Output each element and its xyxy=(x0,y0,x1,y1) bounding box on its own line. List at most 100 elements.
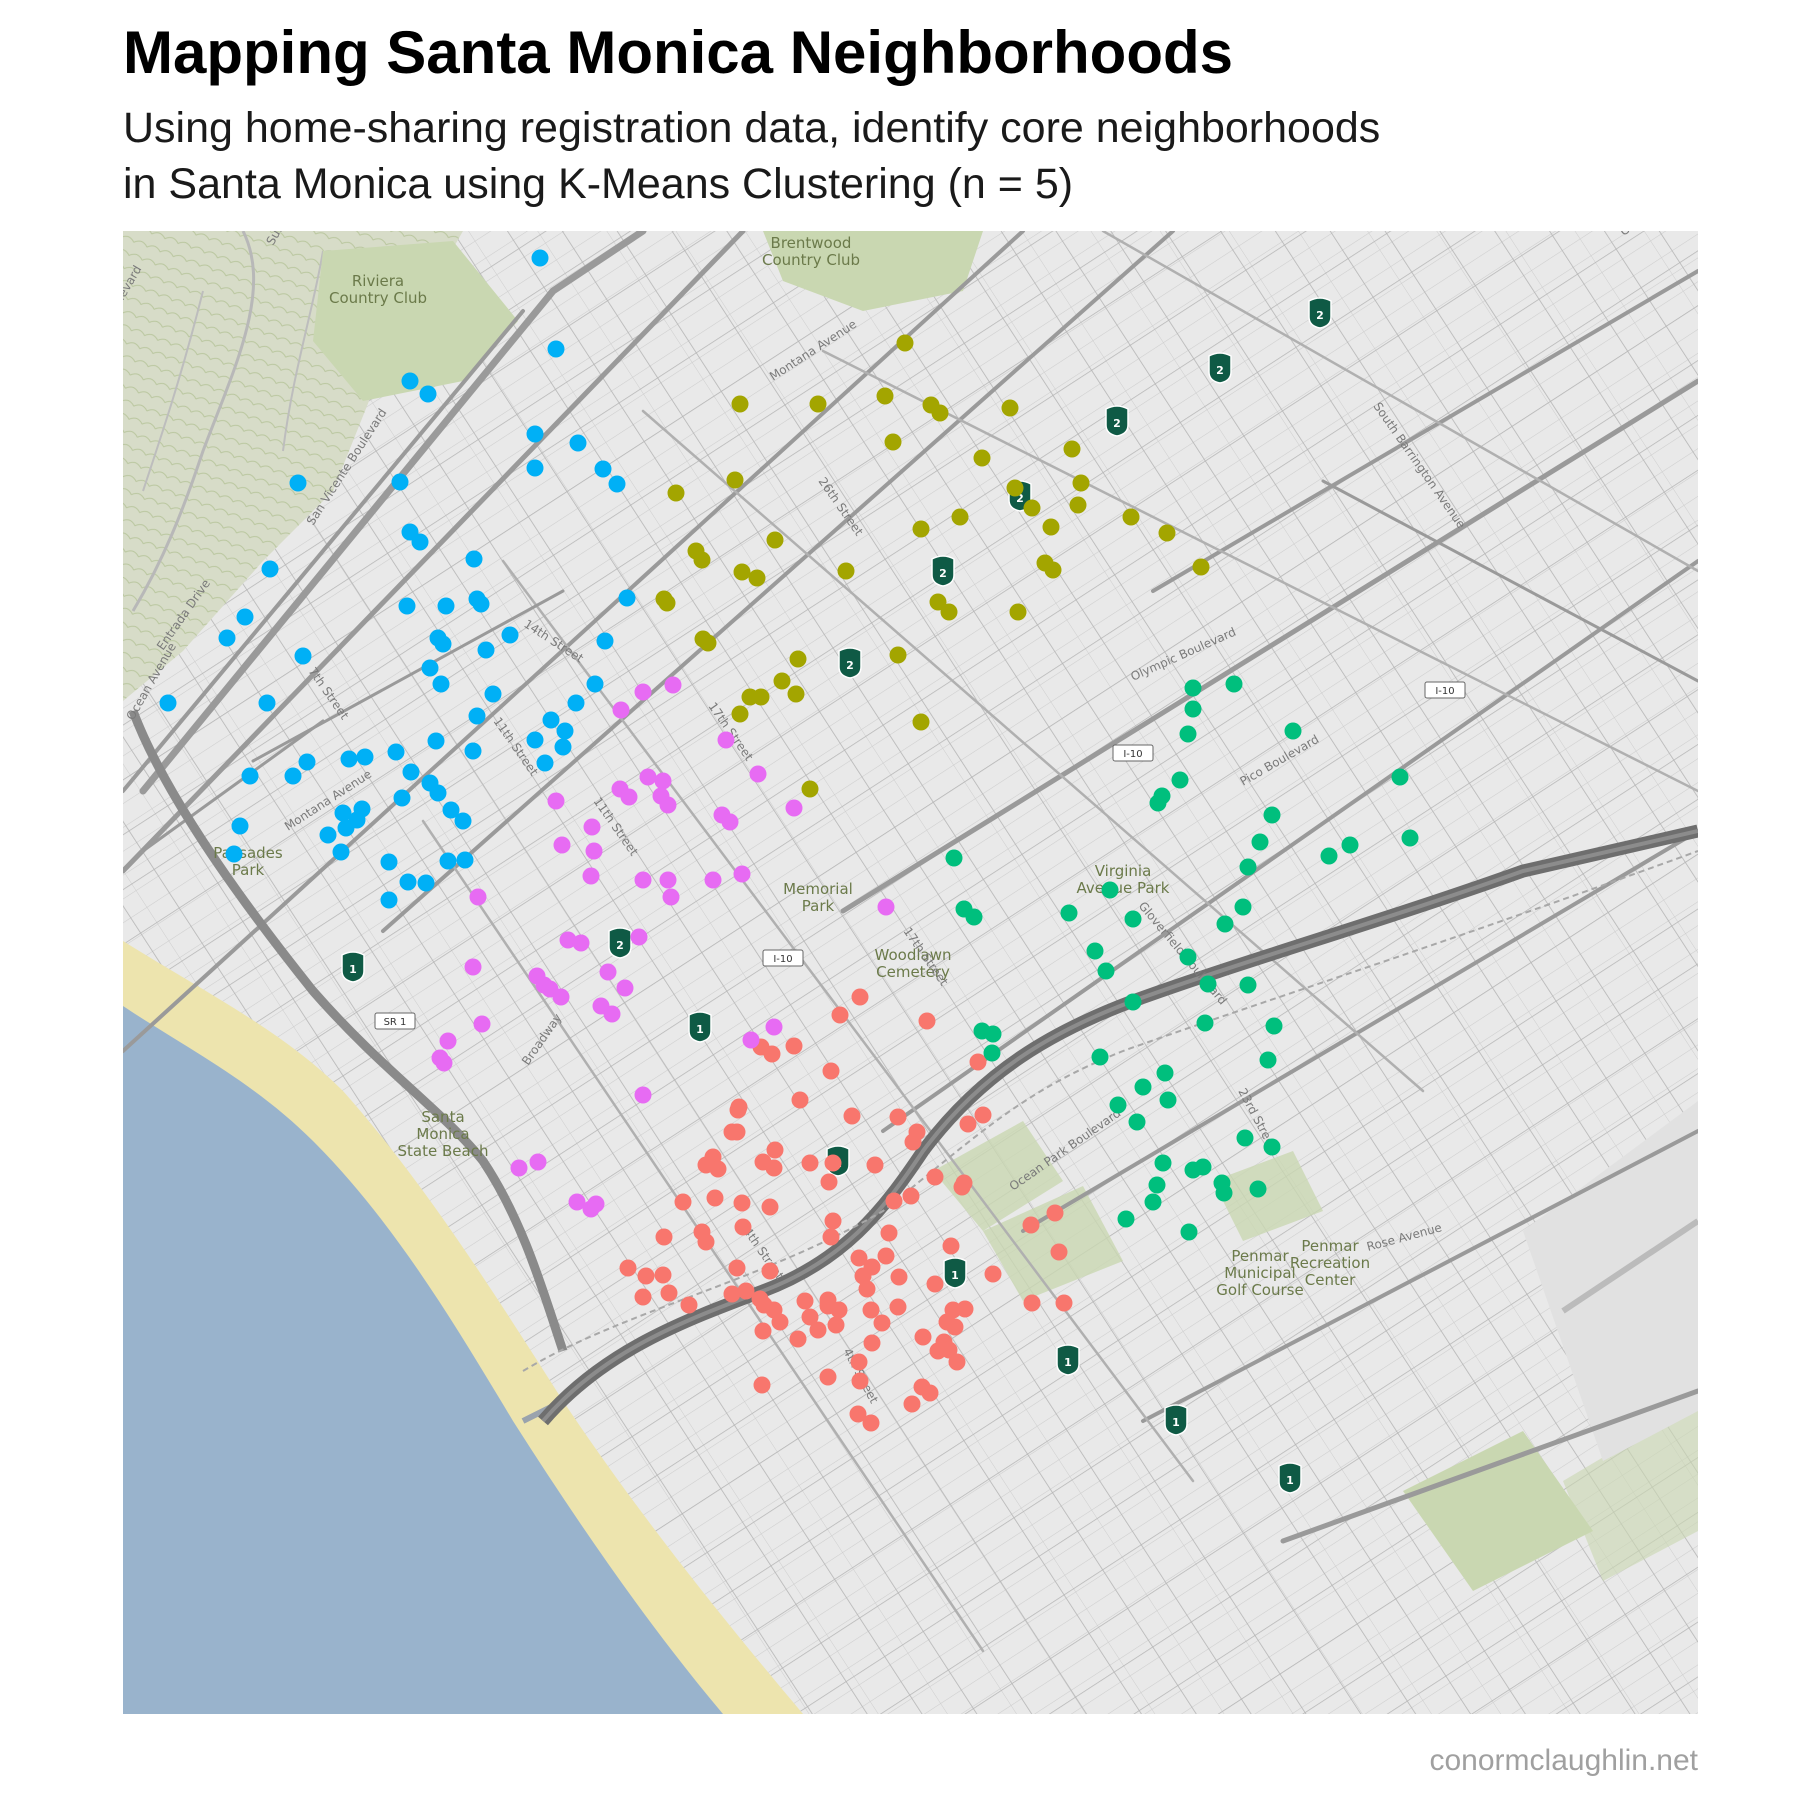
route-marker-2-icon: 2 xyxy=(838,647,862,679)
cluster-5-point xyxy=(634,683,652,701)
cluster-4-point xyxy=(1124,910,1142,928)
cluster-3-point xyxy=(850,1249,868,1267)
cluster-4-point xyxy=(1159,1091,1177,1109)
cluster-1-point xyxy=(332,843,350,861)
cluster-2-point xyxy=(667,484,685,502)
cluster-1-point xyxy=(391,473,409,491)
cluster-1 xyxy=(159,249,636,909)
cluster-4-point xyxy=(1097,962,1115,980)
route-marker-1-icon: 1 xyxy=(1278,1462,1302,1494)
cluster-4-point xyxy=(1236,1129,1254,1147)
cluster-3-point xyxy=(953,1178,971,1196)
cluster-4-point xyxy=(1101,881,1119,899)
cluster-2-point xyxy=(1044,561,1062,579)
cluster-4-point xyxy=(1216,915,1234,933)
cluster-1-point xyxy=(417,874,435,892)
cluster-4-point xyxy=(1265,1017,1283,1035)
cluster-3-point xyxy=(801,1154,819,1172)
cluster-3-point xyxy=(877,1247,895,1265)
cluster-1-point xyxy=(536,754,554,772)
cluster-3-point xyxy=(889,1108,907,1126)
highway-shield-i10c: I-10 xyxy=(1424,681,1466,699)
svg-text:I-10: I-10 xyxy=(773,954,792,965)
cluster-3-point xyxy=(674,1193,692,1211)
cluster-3-point xyxy=(880,1224,898,1242)
route-marker-2-icon: 2 xyxy=(1208,352,1232,384)
cluster-2-point xyxy=(931,404,949,422)
cluster-4-point xyxy=(1391,768,1409,786)
cluster-3-point xyxy=(824,1212,842,1230)
cluster-3-point xyxy=(820,1173,838,1191)
cluster-1-point xyxy=(437,597,455,615)
route-marker-1-icon: 1 xyxy=(341,951,365,983)
pacific-coast-hwy xyxy=(128,709,568,1353)
cluster-3-point xyxy=(889,1298,907,1316)
cluster-5-point xyxy=(662,888,680,906)
place-label-woodlawn: Woodlawn Cemetery xyxy=(875,946,952,981)
cluster-1-point xyxy=(429,784,447,802)
svg-text:2: 2 xyxy=(1113,417,1121,430)
cluster-3-point xyxy=(1023,1294,1041,1312)
cluster-2-point xyxy=(726,471,744,489)
cluster-3-point xyxy=(761,1198,779,1216)
svg-text:2: 2 xyxy=(846,659,854,672)
route-marker-1-icon: 1 xyxy=(1164,1404,1188,1436)
cluster-3-point xyxy=(796,1292,814,1310)
cluster-3-point xyxy=(660,1284,678,1302)
cluster-3 xyxy=(619,988,1073,1432)
cluster-1-point xyxy=(258,694,276,712)
cluster-2-point xyxy=(951,508,969,526)
cluster-1-point xyxy=(586,675,604,693)
cluster-4-point xyxy=(1184,679,1202,697)
highway-shield-i10b: I-10 xyxy=(1112,744,1154,762)
cluster-5-point xyxy=(439,1032,457,1050)
cluster-3-point xyxy=(809,1321,827,1339)
cluster-5-point xyxy=(721,813,739,831)
cluster-2-point xyxy=(1063,440,1081,458)
cluster-1-point xyxy=(526,459,544,477)
cluster-5-point xyxy=(742,1031,760,1049)
cluster-1-point xyxy=(231,817,249,835)
cluster-4-point xyxy=(1180,1223,1198,1241)
cluster-5-point xyxy=(717,731,735,749)
cluster-3-point xyxy=(827,1316,845,1334)
cluster-1-point xyxy=(526,731,544,749)
major-roads xyxy=(123,231,1698,1653)
svg-text:I-10: I-10 xyxy=(1123,749,1142,760)
cluster-1-point xyxy=(284,767,302,785)
cluster-3-point xyxy=(863,1334,881,1352)
cluster-4-point xyxy=(1194,1158,1212,1176)
cluster-2-point xyxy=(748,569,766,587)
cluster-4-point xyxy=(1091,1048,1109,1066)
cluster-2-point xyxy=(1122,508,1140,526)
cluster-1-point xyxy=(456,851,474,869)
cluster-3-point xyxy=(946,1318,964,1336)
cluster-4-point xyxy=(983,1044,1001,1062)
cluster-3-point xyxy=(914,1328,932,1346)
cluster-3-point xyxy=(766,1141,784,1159)
cluster-3-point xyxy=(801,1308,819,1326)
cluster-5-point xyxy=(582,867,600,885)
cluster-1-point xyxy=(472,595,490,613)
cluster-4-point xyxy=(984,1025,1002,1043)
svg-text:1: 1 xyxy=(696,1023,704,1036)
cluster-4-point xyxy=(1249,1180,1267,1198)
woodlawn-park xyxy=(983,1186,1123,1301)
cluster-1-point xyxy=(401,372,419,390)
cluster-4-point xyxy=(1117,1210,1135,1228)
cluster-3-point xyxy=(697,1156,715,1174)
cluster-4-point xyxy=(1251,833,1269,851)
cluster-4-point xyxy=(1263,1138,1281,1156)
cluster-3-point xyxy=(903,1395,921,1413)
cluster-1-point xyxy=(531,249,549,267)
cluster-4-point xyxy=(1109,1096,1127,1114)
cluster-3-point xyxy=(851,1372,869,1390)
cluster-2-point xyxy=(787,685,805,703)
svg-text:1: 1 xyxy=(1172,1416,1180,1429)
svg-text:1: 1 xyxy=(1286,1474,1294,1487)
cluster-3-point xyxy=(634,1288,652,1306)
cluster-3-point xyxy=(959,1115,977,1133)
cluster-4-point xyxy=(1154,1154,1172,1172)
cluster-2-point xyxy=(741,688,759,706)
cluster-2-point xyxy=(1192,558,1210,576)
